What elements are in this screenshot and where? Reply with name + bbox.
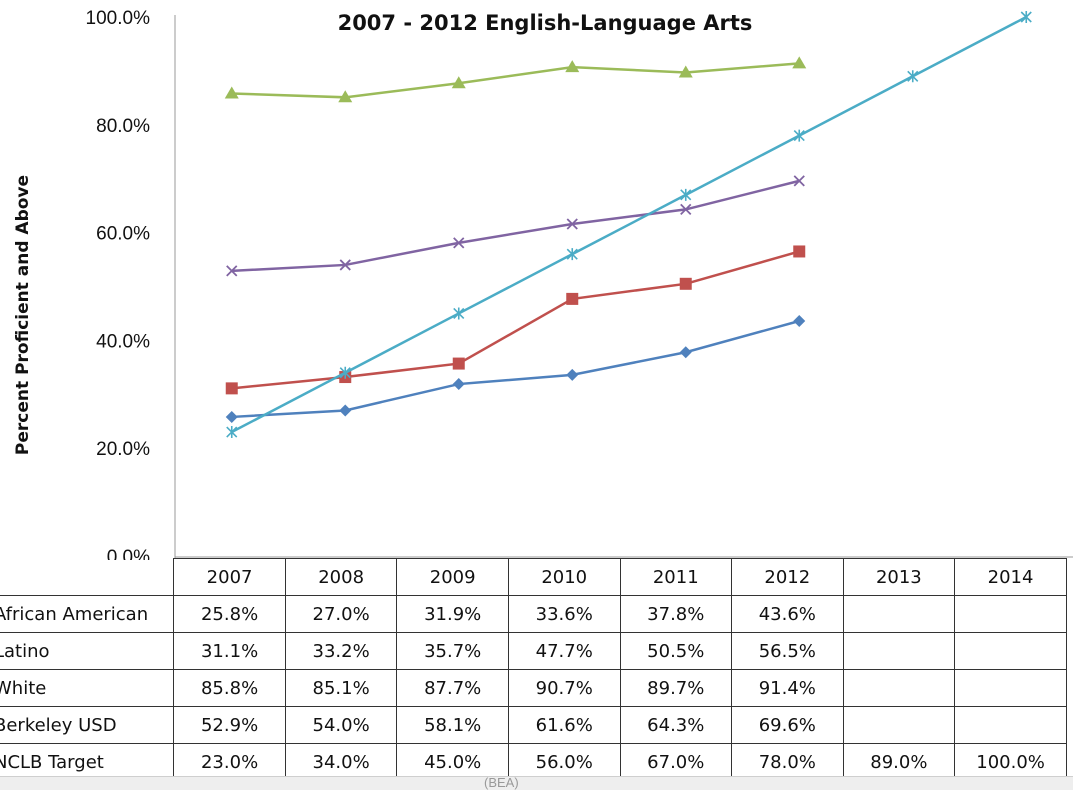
series-line [232, 63, 800, 97]
data-point [453, 378, 465, 390]
data-label: 87.7% [397, 670, 509, 707]
data-label: 89.7% [620, 670, 732, 707]
table-corner [0, 559, 174, 596]
data-label: 31.9% [397, 596, 509, 633]
data-point [226, 382, 238, 394]
series-berkeley-usd [227, 176, 805, 276]
series-label: African American [0, 596, 174, 633]
footer-bar: (BEA) [0, 776, 1073, 790]
data-label [843, 670, 955, 707]
series-white [225, 56, 807, 102]
table-row: Latino31.1%33.2%35.7%47.7%50.5%56.5% [0, 633, 1067, 670]
data-label: 37.8% [620, 596, 732, 633]
y-tick-label: 40.0% [96, 331, 150, 352]
x-tick-label: 2011 [620, 559, 732, 596]
table-row: NCLB Target 23.0% 34.0% 45.0% 56.0% 67.0% 78.0… [0, 744, 1067, 781]
data-label: 58.1% [397, 707, 509, 744]
data-label [843, 596, 955, 633]
series-line [232, 321, 800, 417]
data-label [955, 633, 1067, 670]
x-tick-label: 2013 [843, 559, 955, 596]
data-point [339, 404, 351, 416]
data-label: 33.6% [508, 596, 620, 633]
data-label: 25.8% [174, 596, 286, 633]
chart-title: 2007 - 2012 English-Language Arts [338, 11, 753, 35]
line-chart: 2007 - 2012 English-Language Arts Percen… [0, 0, 1073, 560]
data-point [566, 369, 578, 381]
data-point [227, 426, 237, 438]
data-point [1021, 11, 1031, 23]
y-tick-label: 20.0% [96, 439, 150, 460]
series-line [232, 181, 800, 271]
data-point [681, 189, 691, 201]
table-row: African American 25.8% 27.0% 31.9% 33.6% 37.8… [0, 596, 1067, 633]
data-label [843, 707, 955, 744]
data-point [794, 130, 804, 142]
data-label: 85.8% [174, 670, 286, 707]
data-label [843, 633, 955, 670]
data-label [955, 670, 1067, 707]
data-label: 78.0% [732, 744, 844, 781]
data-label: 61.6% [508, 707, 620, 744]
data-table: 2007 2008 2009 2010 2011 2012 2013 2014 African … [0, 558, 1067, 781]
data-label: 52.9% [174, 707, 286, 744]
data-label: 56.5% [732, 633, 844, 670]
data-label: 27.0% [285, 596, 397, 633]
y-axis-label: Percent Proficient and Above [13, 175, 33, 455]
data-label: 23.0% [174, 744, 286, 781]
x-tick-label: 2012 [732, 559, 844, 596]
series-label: Latino [0, 633, 174, 670]
data-label: 33.2% [285, 633, 397, 670]
data-label: 47.7% [508, 633, 620, 670]
series-nclb-target [227, 11, 1032, 438]
data-point [453, 358, 465, 370]
data-point [566, 293, 578, 305]
footer-text: (BEA) [484, 775, 519, 790]
data-point [793, 315, 805, 327]
y-tick-label: 80.0% [96, 116, 150, 137]
series-label: Berkeley USD [0, 707, 174, 744]
data-label: 43.6% [732, 596, 844, 633]
data-point [680, 278, 692, 290]
data-label: 90.7% [508, 670, 620, 707]
data-label: 67.0% [620, 744, 732, 781]
x-tick-label: 2008 [285, 559, 397, 596]
data-point [226, 411, 238, 423]
data-label: 31.1% [174, 633, 286, 670]
x-tick-label: 2009 [397, 559, 509, 596]
x-tick-label: 2010 [508, 559, 620, 596]
data-label: 35.7% [397, 633, 509, 670]
data-label: 56.0% [508, 744, 620, 781]
data-label: 91.4% [732, 670, 844, 707]
data-label [955, 596, 1067, 633]
data-point [680, 346, 692, 358]
table-row: Berkeley USD 52.9% 54.0% 58.1% 61.6% 64.3% 69.… [0, 707, 1067, 744]
data-label [955, 707, 1067, 744]
data-label: 69.6% [732, 707, 844, 744]
data-point [908, 70, 918, 82]
series-line [232, 17, 1027, 432]
series-line [232, 251, 800, 388]
data-label: 85.1% [285, 670, 397, 707]
x-tick-label: 2007 [174, 559, 286, 596]
series-label: NCLB Target [0, 744, 174, 781]
series-label: White [0, 670, 174, 707]
y-tick-label: 60.0% [96, 224, 150, 245]
data-point [454, 307, 464, 319]
data-label: 54.0% [285, 707, 397, 744]
data-label: 34.0% [285, 744, 397, 781]
data-point [792, 56, 806, 68]
x-tick-label: 2014 [955, 559, 1067, 596]
table-row: White 85.8% 85.1% 87.7% 90.7% 89.7% 91.4% [0, 670, 1067, 707]
data-point [793, 245, 805, 257]
data-point [567, 248, 577, 260]
y-tick-label: 100.0% [86, 8, 151, 29]
data-label: 100.0% [955, 744, 1067, 781]
data-label: 64.3% [620, 707, 732, 744]
data-label: 50.5% [620, 633, 732, 670]
data-label: 89.0% [843, 744, 955, 781]
